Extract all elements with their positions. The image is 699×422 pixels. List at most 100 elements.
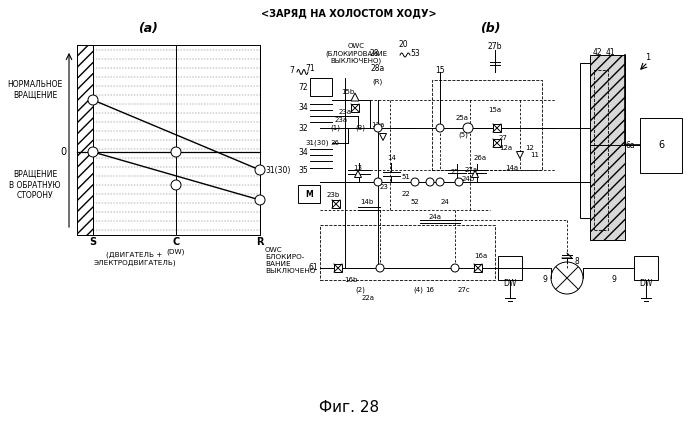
Bar [594,70,608,230]
Text: 16b: 16b [345,277,358,283]
Text: 24: 24 [440,199,449,205]
Bar [640,118,682,173]
Text: (5): (5) [458,132,468,138]
Text: 72: 72 [298,82,308,92]
Circle shape [436,124,444,132]
Bar [332,200,340,208]
Text: (4): (4) [413,287,423,293]
Bar [77,45,93,235]
Text: 13: 13 [354,165,363,171]
Text: 22: 22 [402,191,410,197]
Text: 28a: 28a [371,63,385,73]
Text: 0: 0 [60,147,66,157]
Text: 28: 28 [369,49,379,57]
Bar [493,139,501,147]
Text: 24b: 24b [461,176,475,182]
Text: 27: 27 [498,135,507,141]
Bar [590,55,625,240]
Bar [298,185,320,203]
Text: (a): (a) [138,22,158,35]
Circle shape [426,178,434,186]
Text: (1): (1) [330,125,340,131]
Bar [334,264,342,272]
Bar [493,124,501,132]
Polygon shape [354,170,361,178]
Text: (R): (R) [373,79,383,85]
Text: 71: 71 [305,63,315,73]
Circle shape [455,178,463,186]
Text: 23a: 23a [334,117,347,123]
Text: 12a: 12a [500,145,512,151]
Text: 9: 9 [612,276,617,284]
Bar [432,80,542,170]
Text: 31(30): 31(30) [305,140,329,146]
Circle shape [451,264,459,272]
Circle shape [255,165,265,175]
Text: ВРАЩЕНИЕ
В ОБРАТНУЮ
СТОРОНУ: ВРАЩЕНИЕ В ОБРАТНУЮ СТОРОНУ [9,170,61,200]
Bar [474,264,482,272]
Text: S: S [89,237,96,247]
Text: 12: 12 [526,145,535,151]
Text: 16: 16 [426,287,435,293]
Text: <ЗАРЯД НА ХОЛОСТОМ ХОДУ>: <ЗАРЯД НА ХОЛОСТОМ ХОДУ> [261,8,437,18]
Text: OWC
(БЛОКИРОВАНИЕ
ВЫКЛЮЧЕНО): OWC (БЛОКИРОВАНИЕ ВЫКЛЮЧЕНО) [325,43,387,64]
Bar [320,225,495,280]
Text: 11: 11 [531,152,540,158]
Text: DW: DW [640,279,653,289]
Text: 15a: 15a [489,107,502,113]
Circle shape [88,147,98,157]
Text: 15b: 15b [341,89,354,95]
Circle shape [376,264,384,272]
Text: (b): (b) [480,22,500,35]
Text: 15: 15 [435,65,445,75]
Text: 27c: 27c [458,287,470,293]
Text: 14a: 14a [505,165,519,171]
Text: R: R [257,237,264,247]
Text: 32: 32 [298,124,308,133]
Text: 42: 42 [592,48,602,57]
Text: Фиг. 28: Фиг. 28 [319,400,379,416]
Text: OWC
БЛОКИРО-
ВАНИЕ
ВЫКЛЮЧЕНО: OWC БЛОКИРО- ВАНИЕ ВЫКЛЮЧЕНО [265,247,315,274]
Text: 53: 53 [410,49,420,57]
Circle shape [463,123,473,133]
Polygon shape [351,93,359,101]
Text: 51: 51 [401,174,410,180]
Text: 34: 34 [298,103,308,111]
Circle shape [411,178,419,186]
Text: DW: DW [503,279,517,289]
Circle shape [374,124,382,132]
Polygon shape [472,170,479,178]
Text: 9: 9 [542,276,547,284]
Text: (ДВИГАТЕЛЬ +
ЭЛЕКТРОДВИГАТЕЛЬ): (ДВИГАТЕЛЬ + ЭЛЕКТРОДВИГАТЕЛЬ) [93,252,176,266]
Text: 25a: 25a [456,115,468,121]
Text: 23b: 23b [326,192,340,198]
Text: 36: 36 [331,140,340,146]
Bar [351,104,359,112]
Text: 16a: 16a [475,253,488,259]
Bar [77,45,260,235]
Text: 61: 61 [308,263,318,273]
Text: 23a: 23a [338,109,352,115]
Circle shape [255,195,265,205]
Text: 52: 52 [410,199,419,205]
Text: 20: 20 [398,40,408,49]
Circle shape [88,95,98,105]
Text: 27a: 27a [464,167,477,173]
Text: 14b: 14b [361,199,374,205]
Bar [498,256,522,280]
Text: 6a: 6a [625,141,635,149]
Text: НОРМАЛЬНОЕ
ВРАЩЕНИЕ: НОРМАЛЬНОЕ ВРАЩЕНИЕ [8,80,63,100]
Text: 35: 35 [298,165,308,175]
Text: 8: 8 [575,257,579,267]
Text: 34: 34 [298,148,308,157]
Text: 41: 41 [605,48,615,57]
Text: 6: 6 [658,140,664,150]
Text: 31(30): 31(30) [265,165,290,175]
Text: 23: 23 [380,184,389,190]
Text: 7: 7 [289,65,294,75]
Text: 1: 1 [645,52,651,62]
Text: (DW): (DW) [167,249,185,255]
Bar [634,256,658,280]
Text: 13a: 13a [371,122,384,128]
Bar [580,63,590,218]
